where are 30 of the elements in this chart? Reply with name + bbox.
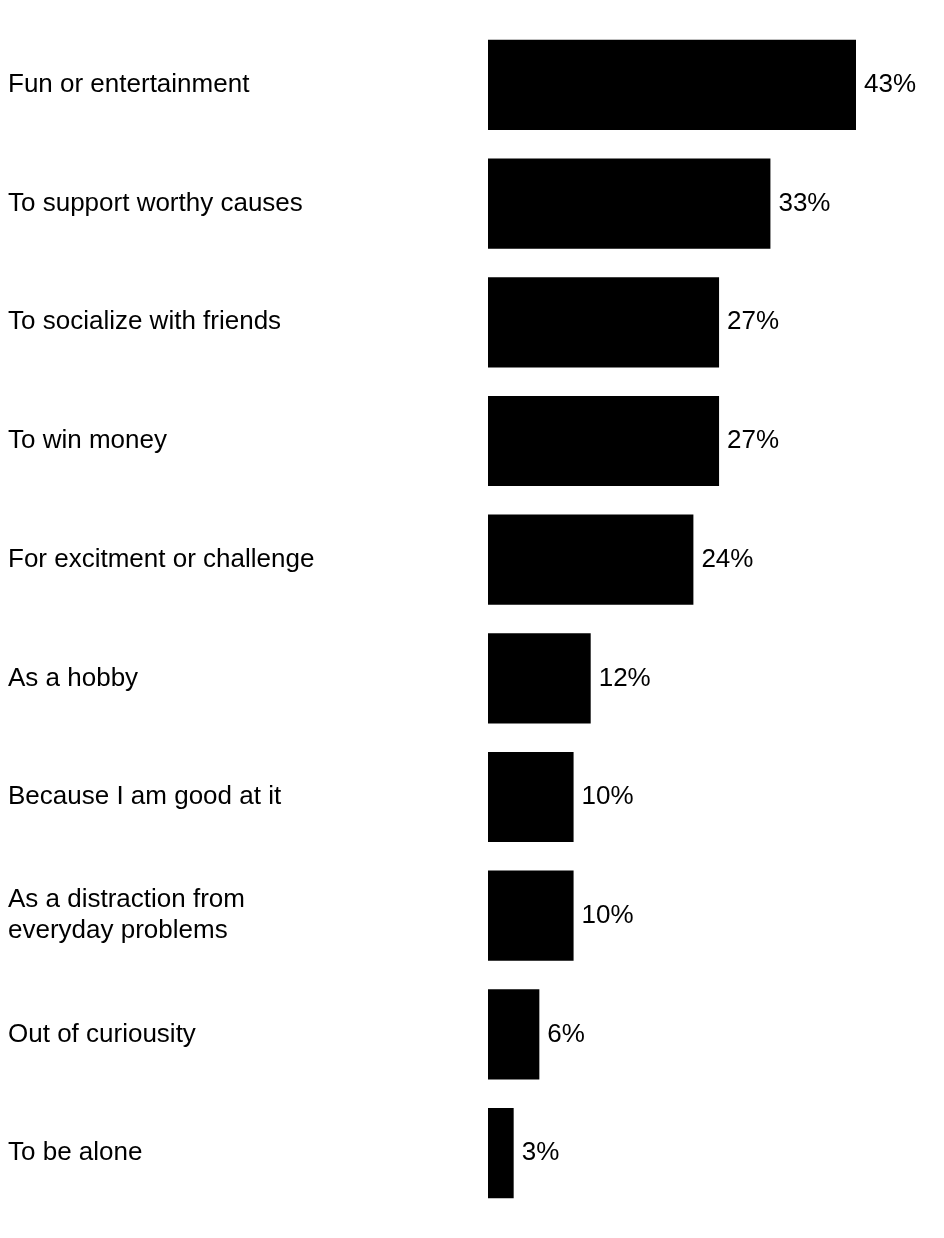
- bar: [488, 395, 720, 487]
- data-label: 43%: [864, 68, 917, 99]
- bar: [488, 158, 771, 249]
- y-tick-label: Out of curiousity: [8, 1017, 196, 1048]
- data-label: 24%: [701, 542, 754, 573]
- data-label: 33%: [778, 186, 831, 217]
- bar: [488, 277, 720, 368]
- data-label: 3%: [521, 1136, 560, 1167]
- y-tick-label: Fun or entertainment: [8, 68, 251, 99]
- y-tick-label: To support worthy causes: [8, 186, 303, 217]
- y-tick-label: Because I am good at it: [8, 780, 282, 811]
- data-label: 10%: [581, 780, 634, 811]
- bar: [488, 751, 574, 843]
- data-label: 27%: [727, 305, 780, 336]
- bar: [488, 870, 574, 961]
- y-tick-label: For excitment or challenge: [8, 542, 315, 573]
- data-label: 27%: [727, 424, 780, 455]
- bar: [488, 39, 856, 131]
- bar: [488, 989, 540, 1080]
- y-tick-label: As a distraction from everyday problems: [8, 883, 245, 945]
- y-tick-label: To be alone: [8, 1136, 143, 1167]
- data-label: 12%: [598, 661, 651, 692]
- data-label: 6%: [547, 1017, 585, 1048]
- bar: [488, 514, 694, 605]
- y-tick-label: To socialize with friends: [8, 305, 282, 336]
- y-tick-label: As a hobby: [8, 661, 139, 692]
- data-label: 10%: [581, 898, 634, 929]
- bar: [488, 633, 591, 724]
- bar: [488, 1107, 514, 1199]
- y-tick-label: To win money: [8, 424, 167, 455]
